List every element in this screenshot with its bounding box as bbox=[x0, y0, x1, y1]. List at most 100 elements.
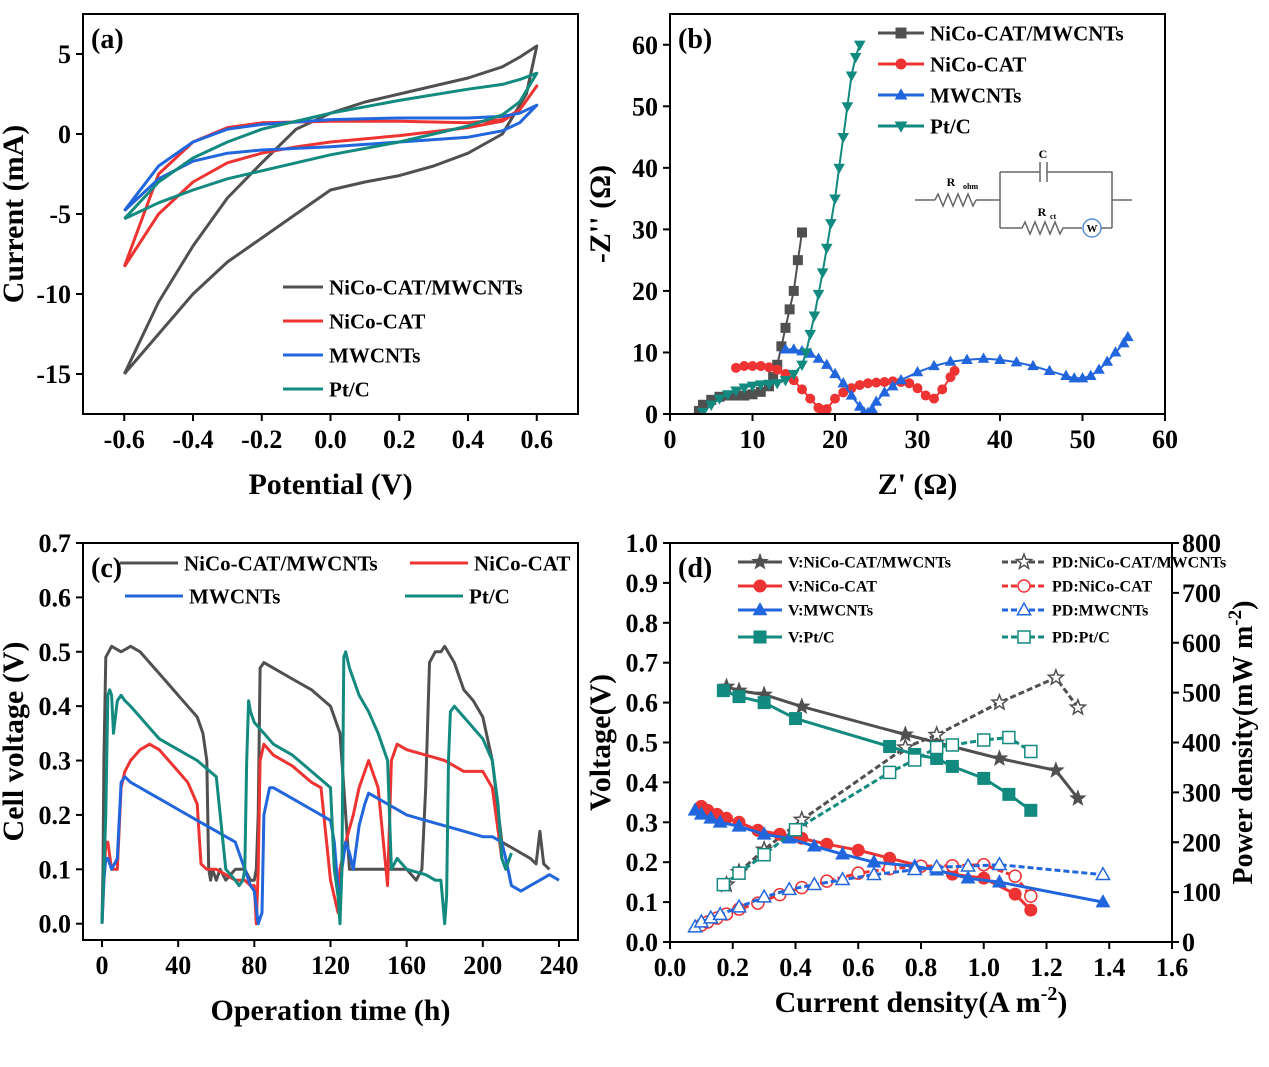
data-point bbox=[1047, 761, 1065, 778]
y2-axis-label-main: Power density(mW m bbox=[1228, 626, 1259, 885]
data-point bbox=[772, 364, 783, 375]
x-tick-label: 30 bbox=[905, 425, 931, 454]
data-point bbox=[949, 365, 960, 376]
data-point bbox=[731, 818, 747, 832]
legend-label: PD:NiCo-CAT/MWCNTs bbox=[1052, 555, 1226, 572]
series-line-v-nico-cat-mwcnts bbox=[726, 685, 1080, 800]
data-point bbox=[1068, 697, 1088, 716]
data-point bbox=[1024, 903, 1038, 917]
data-point bbox=[886, 380, 899, 391]
legend-label: NiCo-CAT bbox=[930, 52, 1026, 76]
data-point bbox=[806, 876, 823, 891]
data-point bbox=[747, 361, 758, 371]
data-point bbox=[716, 684, 730, 698]
y-tick-label: 0.3 bbox=[39, 747, 72, 776]
data-point bbox=[878, 386, 891, 397]
data-point bbox=[697, 408, 709, 414]
y-tick-label: 0.1 bbox=[39, 855, 72, 884]
legend-label: V:Pt/C bbox=[788, 630, 835, 647]
legend-label: V:NiCo-CAT bbox=[788, 579, 877, 596]
data-point bbox=[800, 348, 812, 359]
x-tick-label: 240 bbox=[539, 951, 578, 980]
y-tick-label: 60 bbox=[632, 31, 658, 60]
series-group bbox=[100, 644, 560, 926]
legend-marker bbox=[895, 27, 907, 39]
data-point bbox=[764, 362, 774, 373]
data-point bbox=[879, 377, 890, 387]
data-point bbox=[705, 400, 718, 411]
series-line-pt-c bbox=[123, 71, 539, 221]
y-tick-label: 0.4 bbox=[626, 768, 659, 797]
y-tick-label: 0.7 bbox=[626, 649, 659, 678]
data-point bbox=[991, 874, 1007, 888]
data-point bbox=[912, 383, 923, 394]
circuit-label-sub: ct bbox=[1050, 212, 1057, 221]
series-group bbox=[122, 44, 539, 375]
y-tick-label: 10 bbox=[632, 338, 658, 367]
data-point bbox=[837, 377, 850, 388]
x-axis-label-end: ) bbox=[1057, 986, 1067, 1019]
data-point bbox=[712, 906, 729, 921]
y2-tick-label: 300 bbox=[1182, 778, 1221, 807]
y2-axis-label: Power density(mW m-2) bbox=[1225, 601, 1259, 885]
y-axis-label: -Z'' (Ω) bbox=[584, 165, 617, 263]
series-line-mwcnts bbox=[100, 775, 560, 926]
data-point bbox=[1027, 359, 1039, 371]
data-point bbox=[989, 692, 1009, 711]
circuit-label-sub: ohm bbox=[963, 182, 978, 191]
x-tick-label: 0.2 bbox=[717, 953, 750, 982]
legend-marker bbox=[895, 58, 907, 70]
y-tick-label: 0.7 bbox=[39, 529, 72, 558]
data-point bbox=[712, 814, 728, 828]
data-point bbox=[1008, 887, 1022, 901]
resistor-icon bbox=[934, 192, 977, 208]
data-point bbox=[851, 843, 865, 857]
y-tick-label: -5 bbox=[49, 200, 71, 229]
data-point bbox=[1093, 363, 1105, 374]
legend-label: V:MWCNTs bbox=[788, 603, 873, 620]
data-point bbox=[1024, 889, 1038, 903]
data-point bbox=[930, 751, 944, 765]
legend-label: MWCNTs bbox=[189, 584, 280, 608]
panel-d: 0.0 0.2 0.4 0.6 0.8 1.0 1.2 1.4 1.6 0.0 0.1 0.2 0.3 0… bbox=[584, 529, 1259, 1019]
data-point bbox=[755, 361, 766, 371]
x-tick-label: -0.4 bbox=[172, 425, 213, 454]
data-point bbox=[792, 255, 803, 266]
data-point bbox=[835, 846, 851, 860]
legend-label: V:NiCo-CAT/MWCNTs bbox=[788, 555, 951, 572]
x-tick-label: 0.4 bbox=[452, 425, 485, 454]
data-point bbox=[911, 365, 924, 377]
data-point bbox=[787, 343, 800, 354]
x-tick-label: 0.6 bbox=[521, 425, 554, 454]
data-point bbox=[721, 390, 734, 401]
x-axis-label-sup: -2 bbox=[1041, 983, 1058, 1005]
x-tick-label: 20 bbox=[822, 425, 848, 454]
data-point bbox=[812, 289, 825, 301]
y-tick-label: 0.2 bbox=[626, 848, 659, 877]
x-tick-label: 1.2 bbox=[1030, 953, 1063, 982]
data-point bbox=[757, 696, 771, 710]
data-point bbox=[1095, 894, 1111, 908]
x-axis-label: Z' (Ω) bbox=[878, 468, 958, 501]
x-tick-label: 40 bbox=[165, 951, 191, 980]
legend-marker bbox=[752, 602, 768, 616]
legend-label: Pt/C bbox=[329, 377, 370, 401]
circuit-label: R bbox=[1038, 205, 1047, 219]
x-tick-label: 80 bbox=[241, 951, 267, 980]
data-point bbox=[754, 380, 767, 391]
panel-b: 0 10 20 30 40 50 60 0 10 20 30 40 50 60 (b) Z' (Ω) -Z'' … bbox=[584, 13, 1178, 501]
data-point bbox=[920, 390, 931, 401]
legend-marker bbox=[1014, 552, 1034, 571]
data-point bbox=[960, 870, 976, 884]
data-point bbox=[961, 353, 973, 364]
x-tick-label: 0.6 bbox=[842, 953, 875, 982]
data-point bbox=[1010, 356, 1023, 367]
y2-tick-label: 800 bbox=[1182, 529, 1221, 558]
data-point bbox=[730, 386, 742, 397]
data-point bbox=[1068, 372, 1081, 383]
resistor-icon bbox=[1000, 220, 1082, 236]
data-point bbox=[870, 395, 883, 406]
y-tick-label: -15 bbox=[36, 360, 71, 389]
data-point bbox=[787, 369, 800, 381]
data-point bbox=[883, 739, 897, 753]
